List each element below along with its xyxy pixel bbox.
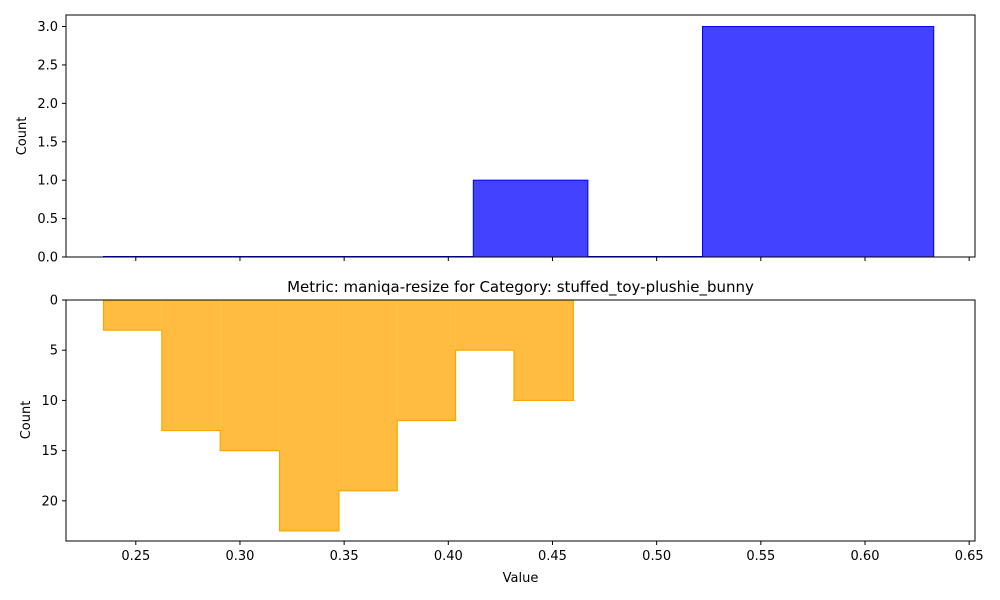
top-histogram-panel: 0.0 0.5 1.0 1.5 2.0 2.5 3.0 Count — [15, 14, 976, 266]
bottom-y-tick-label: 0 — [50, 294, 58, 309]
bottom-bar-7 — [513, 300, 574, 401]
bottom-x-tick-label: 0.30 — [225, 549, 254, 564]
bottom-histogram-bars — [102, 300, 574, 532]
bottom-x-tick-label: 0.60 — [851, 549, 880, 564]
bottom-y-axis-label: Count — [19, 401, 34, 440]
bottom-bar-1 — [161, 300, 221, 431]
top-y-tick-label: 1.5 — [37, 135, 58, 150]
bottom-y-tick-label: 5 — [50, 344, 58, 359]
bottom-y-axis-ticks: 0 5 10 15 20 — [41, 294, 66, 509]
bottom-y-tick-label: 10 — [41, 394, 58, 409]
top-plot-frame — [65, 14, 976, 258]
top-y-tick-label: 1.0 — [37, 174, 58, 189]
bottom-bar-5 — [397, 300, 456, 421]
bottom-x-tick-label: 0.45 — [538, 549, 567, 564]
bottom-x-tick-label: 0.55 — [746, 549, 775, 564]
top-y-tick-label: 0.0 — [37, 251, 58, 266]
bottom-x-tick-label: 0.35 — [330, 549, 359, 564]
bottom-x-tick-label: 0.65 — [955, 549, 984, 564]
bottom-x-tick-label: 0.25 — [121, 549, 150, 564]
top-bar-3 — [701, 26, 935, 258]
bottom-bar-4 — [338, 300, 398, 491]
top-y-tick-label: 2.0 — [37, 97, 58, 112]
bottom-x-tick-label: 0.50 — [642, 549, 671, 564]
top-histogram-bars — [103, 26, 935, 258]
top-y-tick-label: 2.5 — [37, 58, 58, 73]
top-x-axis-ticks — [135, 257, 970, 261]
bottom-bar-2 — [220, 300, 280, 451]
bottom-plot-frame — [65, 299, 976, 542]
bottom-bar-6 — [455, 300, 514, 351]
bottom-x-axis-ticks: 0.25 0.30 0.35 0.40 0.45 0.50 0.55 0.60 0.65 — [121, 541, 984, 564]
bottom-histogram-panel: Metric: maniqa-resize for Category: stuf… — [19, 278, 984, 586]
bottom-histogram-outline — [102, 300, 574, 532]
bottom-chart-title: Metric: maniqa-resize for Category: stuf… — [287, 278, 754, 297]
top-y-axis-label: Count — [15, 117, 30, 156]
bottom-bar-3 — [279, 300, 339, 531]
top-y-axis-ticks: 0.0 0.5 1.0 1.5 2.0 2.5 3.0 — [37, 20, 66, 266]
bottom-x-axis-label: Value — [503, 571, 539, 586]
top-bar-1 — [472, 179, 589, 258]
bottom-y-tick-label: 15 — [41, 444, 58, 459]
bottom-x-tick-label: 0.40 — [434, 549, 463, 564]
bottom-bar-0 — [103, 300, 162, 331]
top-y-tick-label: 0.5 — [37, 212, 58, 227]
bottom-y-tick-label: 20 — [41, 494, 58, 509]
top-y-tick-label: 3.0 — [37, 20, 58, 35]
